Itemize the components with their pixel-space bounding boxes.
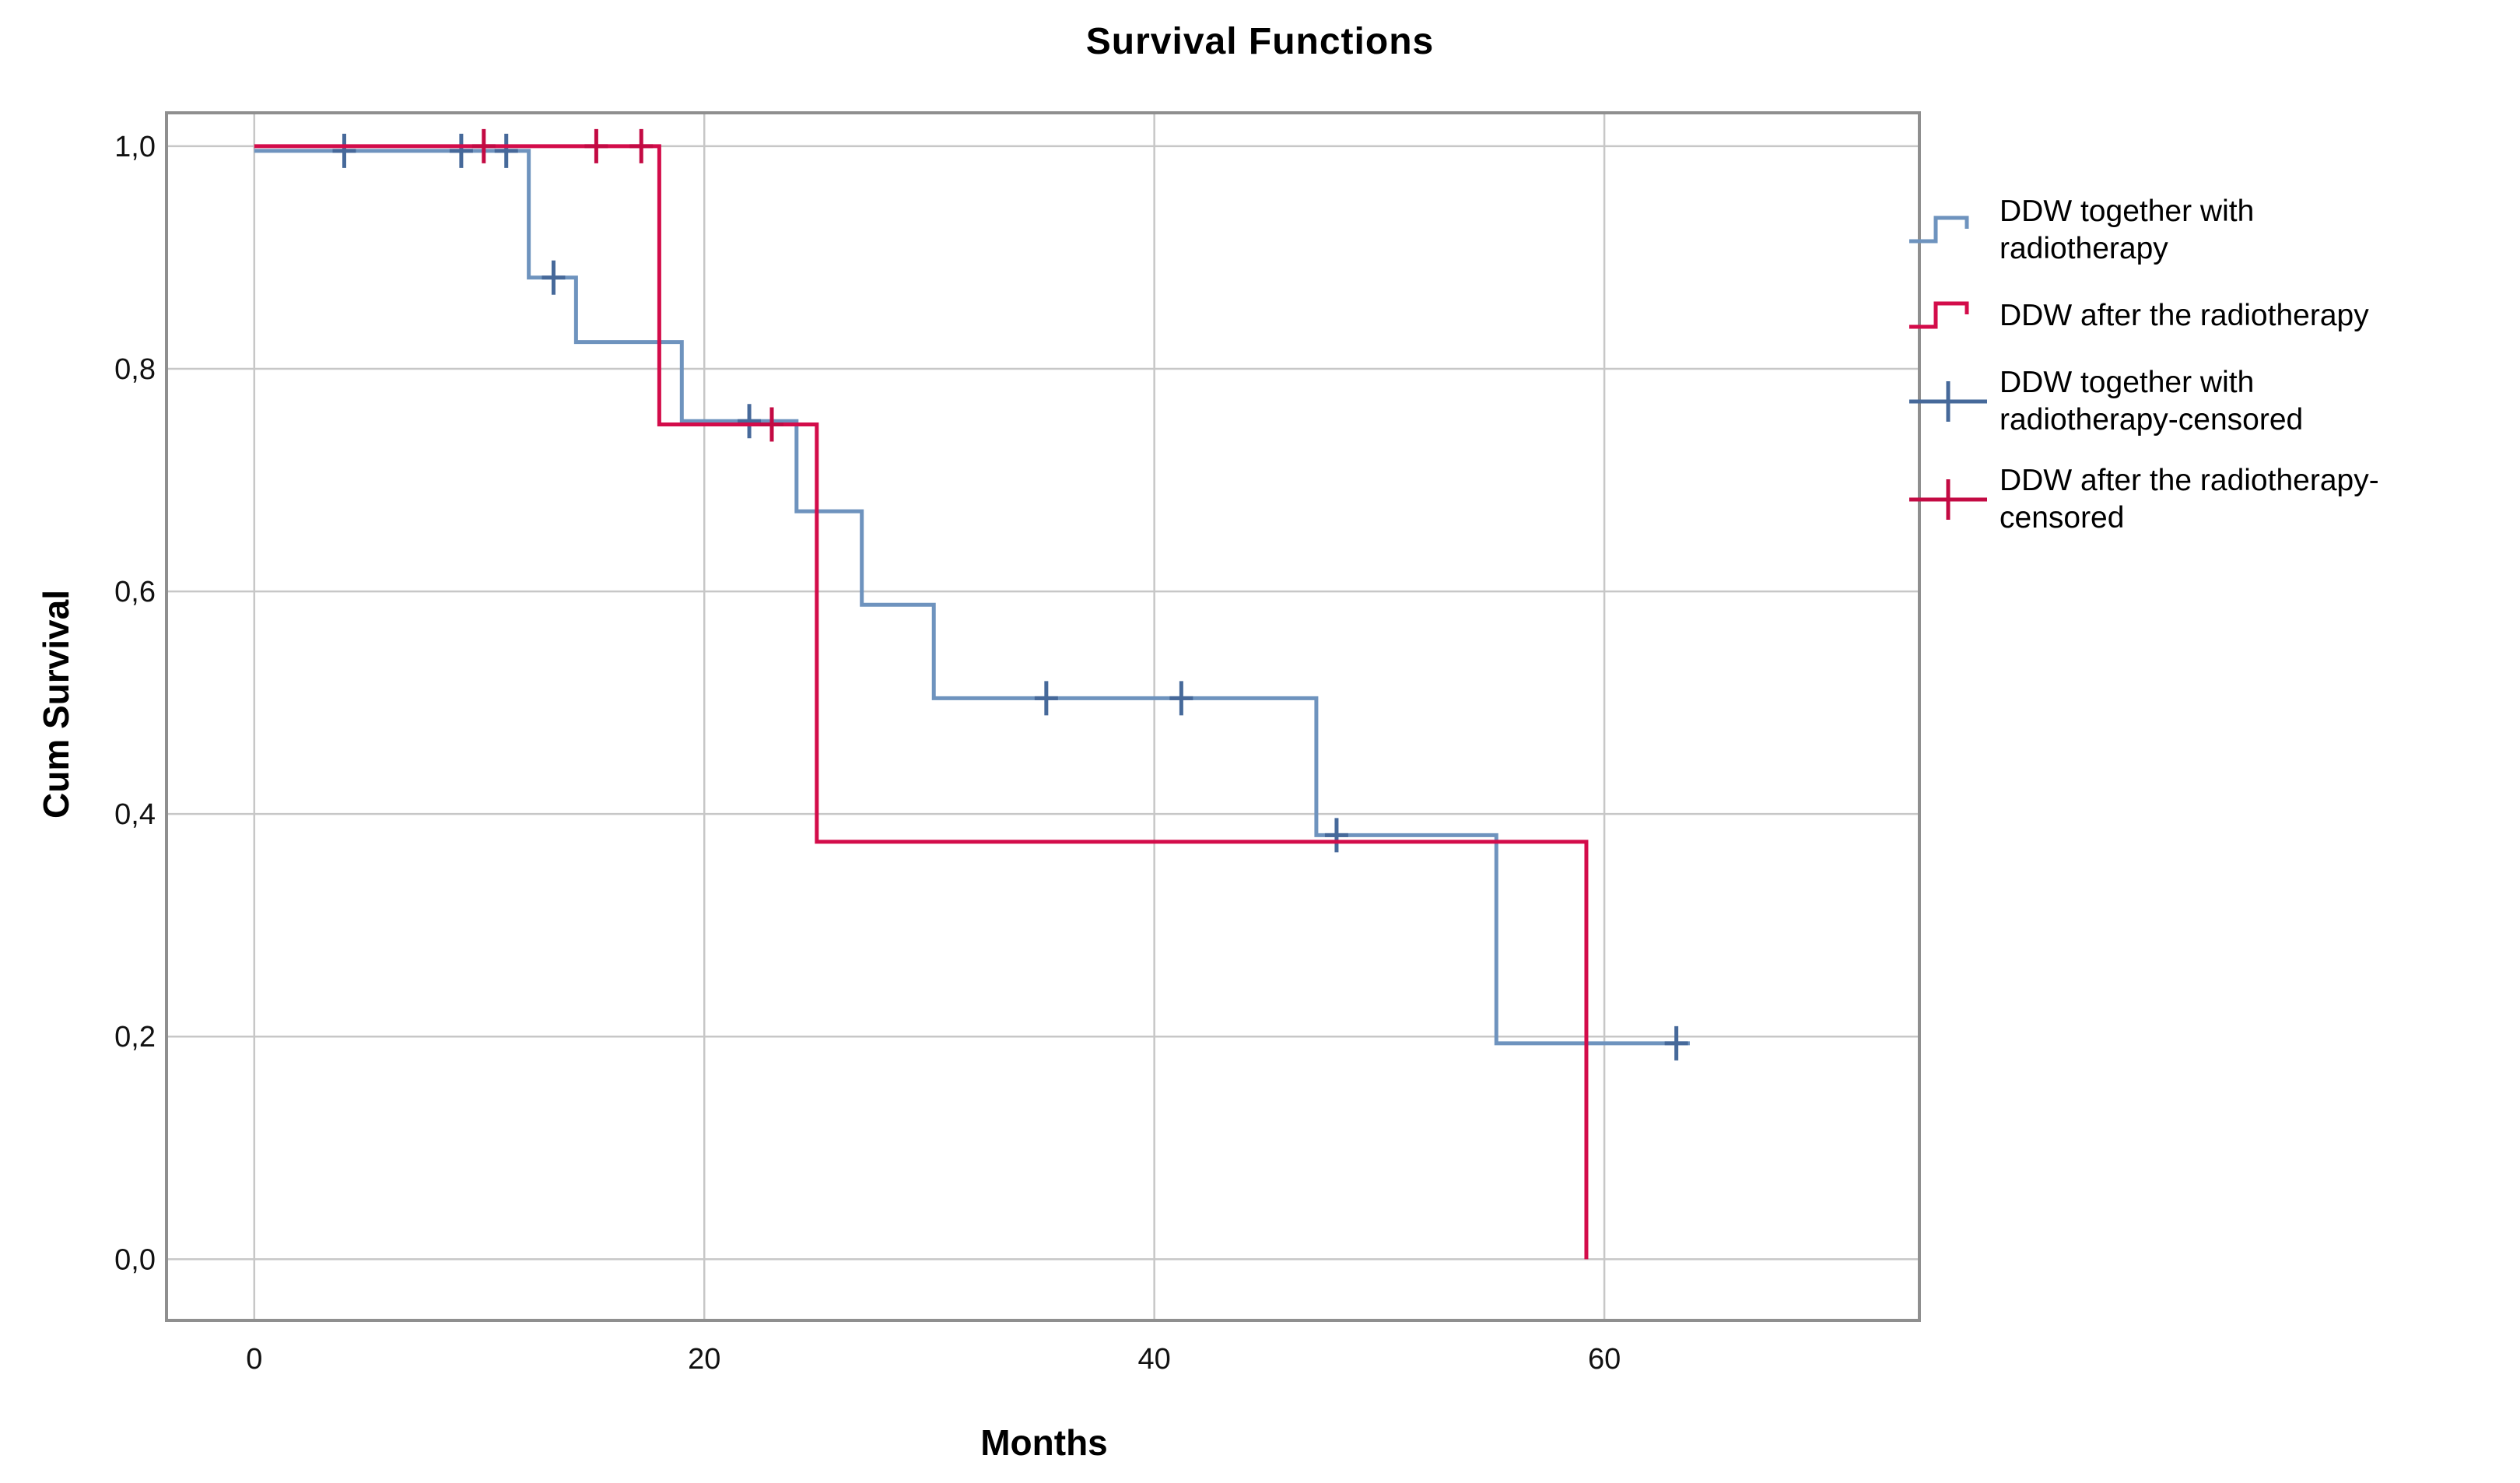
series-path-1 — [254, 144, 1589, 1260]
series-path-0 — [254, 149, 1690, 1046]
y-tick-label: 0,6 — [114, 576, 156, 608]
legend-item: DDW after the radiotherapy-censored — [1908, 462, 2507, 537]
chart-title: Survival Functions — [1085, 21, 1435, 62]
legend-label: DDW after the radiotherapy-censored — [2000, 464, 2379, 535]
plot-frame — [165, 111, 1921, 1322]
y-tick-label: 1,0 — [114, 131, 156, 163]
x-tick-label: 0 — [246, 1343, 262, 1376]
legend-label: DDW together with radiotherapy-censored — [2000, 366, 2304, 436]
legend-label: DDW together with radiotherapy — [2000, 195, 2255, 265]
y-tick-label: 0,2 — [114, 1021, 156, 1054]
legend-censor-plus-icon — [1909, 381, 1987, 422]
legend-censor-plus-icon — [1909, 479, 1987, 520]
x-tick-label: 40 — [1138, 1343, 1171, 1376]
x-axis-title: Months — [980, 1422, 1108, 1463]
x-tick-label: 60 — [1588, 1343, 1621, 1376]
legend-label: DDW after the radiotherapy — [2000, 299, 2369, 332]
legend-step-line-icon — [1909, 216, 1969, 244]
legend-item: DDW after the radiotherapy — [1908, 291, 2507, 341]
y-tick-label: 0,4 — [114, 798, 156, 831]
y-tick-label: 0,0 — [114, 1243, 156, 1276]
legend: DDW together with radiotherapy DDW after … — [1908, 193, 2507, 537]
x-tick-label: 20 — [688, 1343, 720, 1376]
legend-step-line-icon — [1909, 301, 1969, 329]
legend-item: DDW together with radiotherapy-censored — [1908, 364, 2507, 439]
y-tick-label: 0,8 — [114, 353, 156, 386]
legend-item: DDW together with radiotherapy — [1908, 193, 2507, 268]
